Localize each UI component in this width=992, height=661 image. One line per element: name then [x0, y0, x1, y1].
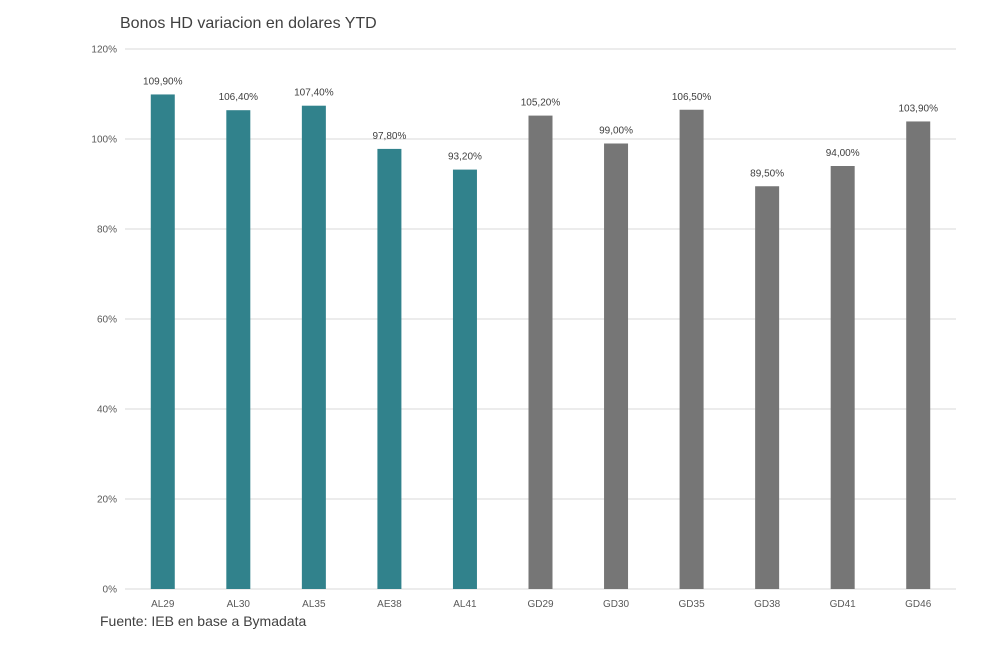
x-tick-label-gd30: GD30 [603, 599, 630, 610]
data-label-al29: 109,90% [143, 76, 183, 87]
x-tick-label-gd38: GD38 [754, 599, 781, 610]
x-tick-label-gd35: GD35 [679, 599, 706, 610]
bar-al41 [452, 169, 477, 589]
data-label-gd29: 105,20% [521, 98, 561, 109]
bar-gd35 [679, 109, 704, 589]
data-label-gd41: 94,00% [826, 148, 860, 159]
source-note: Fuente: IEB en base a Bymadata [100, 613, 307, 629]
x-tick-label-gd29: GD29 [527, 599, 554, 610]
bar-gd41 [830, 166, 855, 589]
x-axis-tick-labels: AL29 AL30 AL35 AE38 AL41 GD29 GD30 GD35 GD38 GD41… [151, 599, 932, 610]
x-tick-label-gd46: GD46 [905, 599, 932, 610]
data-label-al41: 93,20% [448, 152, 482, 163]
data-label-gd38: 89,50% [750, 168, 784, 179]
y-tick-label: 40% [97, 405, 117, 416]
y-tick-label: 120% [91, 45, 117, 56]
x-tick-label-al29: AL29 [151, 599, 175, 610]
x-tick-label-gd41: GD41 [830, 599, 857, 610]
bar-al35 [301, 105, 326, 589]
data-label-gd30: 99,00% [599, 126, 633, 137]
data-label-al35: 107,40% [294, 88, 334, 99]
data-label-al30: 106,40% [219, 92, 259, 103]
bar-al30 [226, 110, 251, 589]
x-tick-label-al41: AL41 [453, 599, 477, 610]
chart-title: Bonos HD variacion en dolares YTD [120, 15, 377, 32]
y-tick-label: 80% [97, 225, 117, 236]
y-tick-label: 20% [97, 495, 117, 506]
data-label-gd35: 106,50% [672, 92, 712, 103]
data-labels: 109,90% 106,40% 107,40% 97,80% 93,20% 105,20%… [143, 76, 938, 179]
bar-ae38 [377, 148, 402, 589]
x-tick-label-ae38: AE38 [377, 599, 402, 610]
bars [150, 94, 931, 589]
bar-gd38 [755, 186, 780, 589]
y-axis-tick-labels: 0% 20% 40% 60% 80% 100% 120% [91, 45, 117, 596]
data-label-ae38: 97,80% [372, 131, 406, 142]
bar-gd29 [528, 115, 553, 589]
x-tick-label-al30: AL30 [227, 599, 251, 610]
bar-gd46 [906, 121, 931, 589]
data-label-gd46: 103,90% [898, 103, 938, 114]
y-tick-label: 60% [97, 315, 117, 326]
y-tick-label: 100% [91, 135, 117, 146]
bar-gd30 [604, 143, 629, 589]
bar-al29 [150, 94, 175, 589]
x-tick-label-al35: AL35 [302, 599, 326, 610]
y-tick-label: 0% [103, 585, 118, 596]
